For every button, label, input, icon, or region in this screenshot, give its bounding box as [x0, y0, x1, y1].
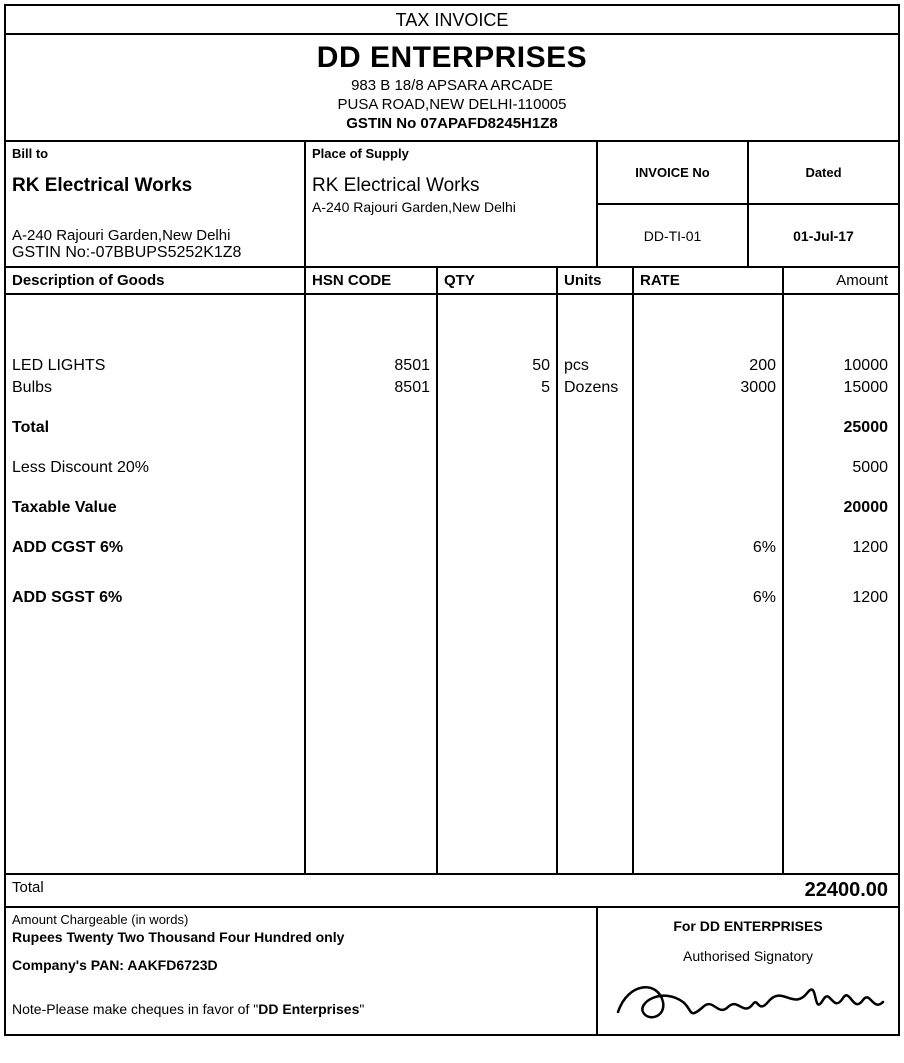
footer-row: Amount Chargeable (in words) Rupees Twen… [6, 908, 898, 1034]
invoice-container: TAX INVOICE DD ENTERPRISES 983 B 18/8 AP… [4, 4, 900, 1036]
body-hsn-col: 8501 8501 [306, 295, 438, 873]
item-qty-0: 50 [444, 355, 550, 377]
supply-label: Place of Supply [312, 146, 590, 161]
col-qty: QTY [438, 268, 558, 293]
document-title: TAX INVOICE [6, 6, 898, 35]
item-desc-0: LED LIGHTS [12, 355, 298, 377]
company-pan: Company's PAN: AAKFD6723D [12, 957, 590, 973]
calc-cgst: 1200 [790, 537, 888, 559]
item-rate-0: 200 [640, 355, 776, 377]
item-unit-0: pcs [564, 355, 626, 377]
authorised-signatory: Authorised Signatory [604, 948, 892, 964]
grand-total-amount: 22400.00 [718, 875, 898, 906]
note-suffix: " [359, 1001, 364, 1017]
bill-to-address: A-240 Rajouri Garden,New Delhi [12, 227, 298, 244]
bill-to-name: RK Electrical Works [12, 175, 298, 197]
col-desc: Description of Goods [6, 268, 306, 293]
calc-cgst-rate: 6% [640, 537, 776, 559]
item-unit-1: Dozens [564, 377, 626, 399]
bill-to-gstin: GSTIN No:-07BBUPS5252K1Z8 [12, 244, 298, 262]
body-rate-col: 200 3000 6% 6% [634, 295, 784, 873]
amount-words: Rupees Twenty Two Thousand Four Hundred … [12, 929, 590, 945]
company-header: DD ENTERPRISES 983 B 18/8 APSARA ARCADE … [6, 35, 898, 142]
supply-name: RK Electrical Works [312, 175, 590, 197]
company-address-2: PUSA ROAD,NEW DELHI-110005 [6, 96, 898, 113]
amount-words-label: Amount Chargeable (in words) [12, 912, 590, 927]
invoice-no-label: INVOICE No [598, 142, 749, 203]
calc-taxable: 20000 [790, 497, 888, 519]
invoice-date-label: Dated [749, 142, 898, 203]
body-amt-col: 10000 15000 25000 5000 20000 1200 1200 [784, 295, 898, 873]
cheque-note: Note-Please make cheques in favor of "DD… [12, 1001, 590, 1017]
note-prefix: Note-Please make cheques in favor of " [12, 1001, 258, 1017]
col-units: Units [558, 268, 634, 293]
signature-icon [604, 972, 892, 1030]
invoice-meta: INVOICE No Dated DD-TI-01 01-Jul-17 [598, 142, 898, 266]
calc-total-label: Total [12, 417, 298, 439]
col-amount: Amount [784, 268, 898, 293]
company-address-1: 983 B 18/8 APSARA ARCADE [6, 77, 898, 94]
calc-discount-label: Less Discount 20% [12, 457, 298, 479]
body-unit-col: pcs Dozens [558, 295, 634, 873]
party-row: Bill to RK Electrical Works A-240 Rajour… [6, 142, 898, 268]
calc-sgst-rate: 6% [640, 587, 776, 609]
item-qty-1: 5 [444, 377, 550, 399]
calc-cgst-label: ADD CGST 6% [12, 537, 298, 559]
grand-total-label: Total [6, 875, 718, 906]
bill-to-label: Bill to [12, 146, 298, 161]
supply-address: A-240 Rajouri Garden,New Delhi [312, 199, 590, 215]
item-hsn-1: 8501 [312, 377, 430, 399]
item-hsn-0: 8501 [312, 355, 430, 377]
col-rate: RATE [634, 268, 784, 293]
calc-discount: 5000 [790, 457, 888, 479]
body-qty-col: 50 5 [438, 295, 558, 873]
items-header: Description of Goods HSN CODE QTY Units … [6, 268, 898, 295]
item-desc-1: Bulbs [12, 377, 298, 399]
footer-right: For DD ENTERPRISES Authorised Signatory [598, 908, 898, 1034]
supply-block: Place of Supply RK Electrical Works A-24… [306, 142, 598, 266]
item-amt-0: 10000 [790, 355, 888, 377]
invoice-no: DD-TI-01 [598, 205, 749, 266]
calc-total: 25000 [790, 417, 888, 439]
footer-left: Amount Chargeable (in words) Rupees Twen… [6, 908, 598, 1034]
invoice-date: 01-Jul-17 [749, 205, 898, 266]
grand-total-row: Total 22400.00 [6, 875, 898, 908]
item-amt-1: 15000 [790, 377, 888, 399]
calc-sgst-label: ADD SGST 6% [12, 587, 298, 609]
col-hsn: HSN CODE [306, 268, 438, 293]
company-name: DD ENTERPRISES [6, 41, 898, 75]
body-desc-col: LED LIGHTS Bulbs Total Less Discount 20%… [6, 295, 306, 873]
for-company: For DD ENTERPRISES [604, 918, 892, 934]
calc-sgst: 1200 [790, 587, 888, 609]
company-gstin: GSTIN No 07APAFD8245H1Z8 [6, 115, 898, 132]
item-rate-1: 3000 [640, 377, 776, 399]
items-body: LED LIGHTS Bulbs Total Less Discount 20%… [6, 295, 898, 875]
calc-taxable-label: Taxable Value [12, 497, 298, 519]
bill-to-block: Bill to RK Electrical Works A-240 Rajour… [6, 142, 306, 266]
note-company: DD Enterprises [258, 1001, 359, 1017]
